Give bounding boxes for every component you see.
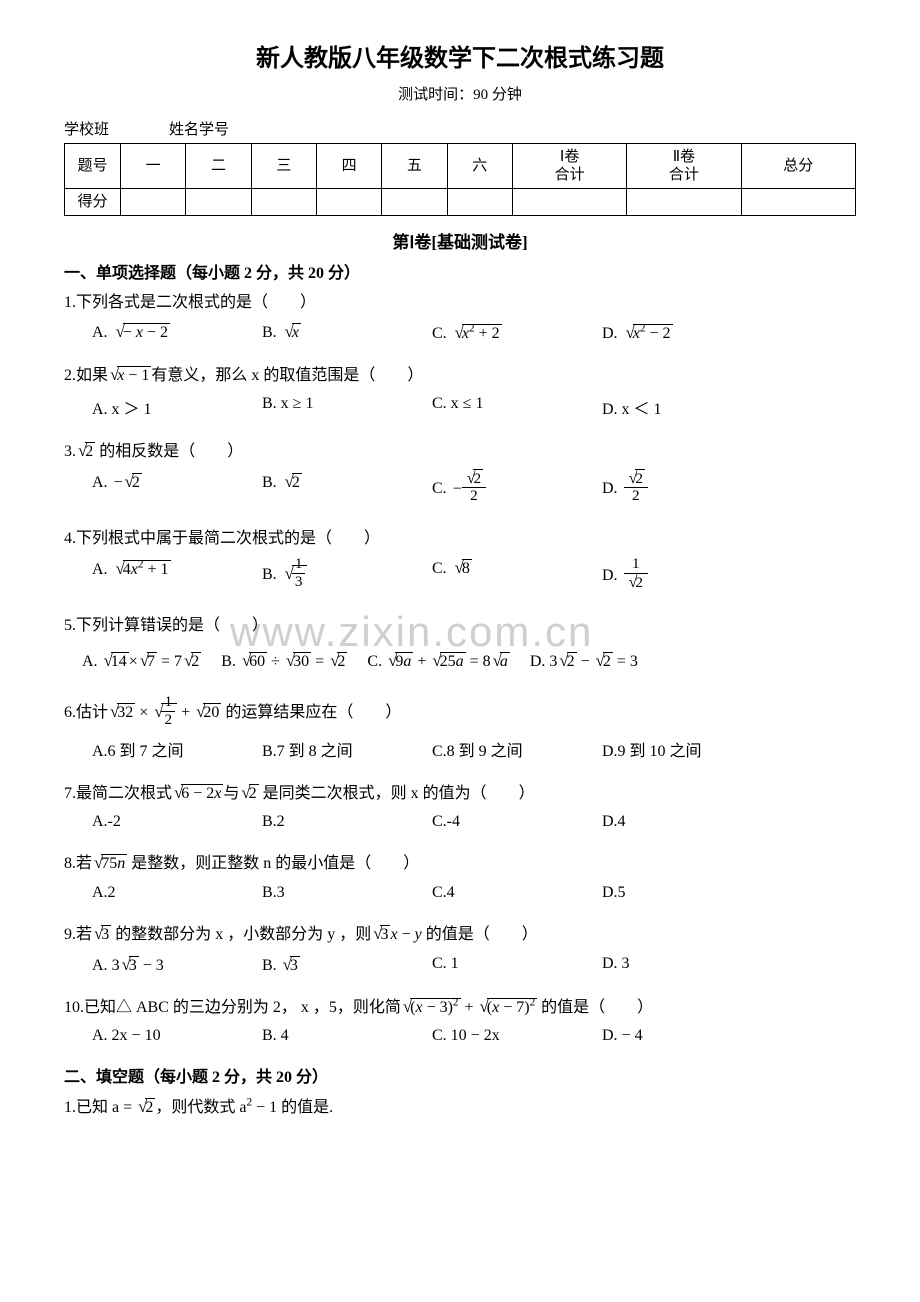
q6-options: A.6 到 7 之间B.7 到 8 之间C.8 到 9 之间D.9 到 10 之… <box>92 737 856 761</box>
cell: 三 <box>251 144 316 189</box>
part2-header: 二、填空题（每小题 2 分，共 20 分） <box>64 1063 856 1087</box>
cell: 五 <box>382 144 447 189</box>
q1-stem: 1.下列各式是二次根式的是（ ） <box>64 289 856 316</box>
q9-options: A. 33 − 3 B. 3 C. 1 D. 3 <box>92 955 856 975</box>
cell: Ⅰ卷合计 <box>512 144 626 189</box>
cell: 一 <box>121 144 186 189</box>
cell: 得分 <box>65 189 121 216</box>
q3-options: A. −2 B. 2 C. −22 D. 22 <box>92 472 856 507</box>
cell: 题号 <box>65 144 121 189</box>
q3-stem: 3.2 的相反数是（ ） <box>64 437 856 466</box>
q5-options: A. 14×7 = 72 B. 60 ÷ 30 = 2 C. 9a + 25a … <box>82 643 856 679</box>
score-table: 题号 一 二 三 四 五 六 Ⅰ卷合计 Ⅱ卷合计 总分 得分 <box>64 143 856 216</box>
q4-stem: 4.下列根式中属于最简二次根式的是（ ） <box>64 525 856 552</box>
cell: 总分 <box>741 144 855 189</box>
page-title: 新人教版八年级数学下二次根式练习题 <box>64 38 856 73</box>
q6-stem: 6.估计32 × 12 + 20 的运算结果应在（ ） <box>64 696 856 730</box>
table-row: 得分 <box>65 189 856 216</box>
part1-header: 一、单项选择题（每小题 2 分，共 20 分） <box>64 259 856 283</box>
q2-options: A. x ＞ 1B. x ≥ 1C. x ≤ 1D. x ＜ 1 <box>92 395 856 419</box>
info-line: 学校班 姓名学号 <box>64 118 856 139</box>
cell: 六 <box>447 144 512 189</box>
q4-options: A. 4x2 + 1 B. 13 C. 8 D. 12 <box>92 558 856 593</box>
section-header: 第Ⅰ卷[基础测试卷] <box>64 228 856 253</box>
q7-options: A.-2B.2C.-4D.4 <box>92 813 856 831</box>
q1-options: A. − x − 2 B. x C. x2 + 2 D. x2 − 2 <box>92 322 856 342</box>
q9-stem: 9.若3 的整数部分为 x ，小数部分为 y ，则3x − y 的值是（ ） <box>64 920 856 949</box>
cell: 四 <box>316 144 381 189</box>
fill-q1: 1.已知 a = 2，则代数式 a2 − 1 的值是. <box>64 1093 856 1122</box>
q5-stem: 5.下列计算错误的是（ ） <box>64 612 856 639</box>
q7-stem: 7.最简二次根式6 − 2x与2 是同类二次根式，则 x 的值为（ ） <box>64 779 856 808</box>
cell: 二 <box>186 144 251 189</box>
q10-options: A. 2x − 10B. 4C. 10 − 2xD. − 4 <box>92 1027 856 1045</box>
page-content: 新人教版八年级数学下二次根式练习题 测试时间：90 分钟 学校班 姓名学号 题号… <box>64 38 856 1122</box>
table-row: 题号 一 二 三 四 五 六 Ⅰ卷合计 Ⅱ卷合计 总分 <box>65 144 856 189</box>
q8-options: A.2B.3C.4D.5 <box>92 884 856 902</box>
cell: Ⅱ卷合计 <box>627 144 741 189</box>
q2-stem: 2.如果x − 1有意义，那么 x 的取值范围是（ ） <box>64 361 856 390</box>
page-subtitle: 测试时间：90 分钟 <box>64 83 856 104</box>
q10-stem: 10.已知△ ABC 的三边分别为 2， x ，5，则化简(x − 3)2 + … <box>64 993 856 1022</box>
q8-stem: 8.若75n 是整数，则正整数 n 的最小值是（ ） <box>64 849 856 878</box>
